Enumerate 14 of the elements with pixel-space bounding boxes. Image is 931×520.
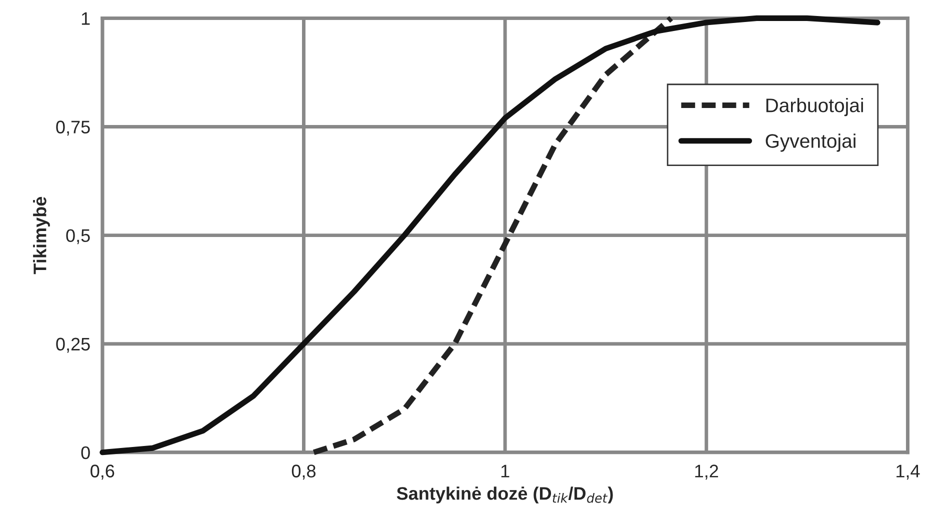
x-tick-label: 0,6 xyxy=(90,464,114,480)
x-tick-label: 1,4 xyxy=(896,464,920,480)
y-tick-label: 1 xyxy=(82,12,90,25)
x-tick-label: 0,8 xyxy=(292,464,316,480)
x-axis-title: Santykinė dozė (D$_{tik}$/D$_{det}$) xyxy=(396,486,613,504)
legend-label: Gyventojai xyxy=(766,134,856,152)
legend-label: Darbuotojai xyxy=(766,98,863,116)
y-axis-title: Tikimybė xyxy=(33,196,50,274)
y-tick-label: 0,25 xyxy=(56,338,90,353)
x-tick-label: 1 xyxy=(501,464,510,478)
y-tick-label: 0,5 xyxy=(66,229,90,244)
x-tick-label: 1,2 xyxy=(695,464,718,480)
y-tick-label: 0,75 xyxy=(56,120,90,136)
y-tick-label: 0 xyxy=(81,446,90,460)
